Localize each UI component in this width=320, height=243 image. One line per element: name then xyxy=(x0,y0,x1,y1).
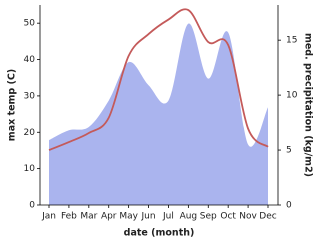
line xyxy=(48,8,269,151)
y2-tick-label: 0 xyxy=(286,201,292,211)
y-tick-label: 50 xyxy=(24,19,36,29)
y2-tick-label: 10 xyxy=(286,91,298,101)
y-tick-label: 20 xyxy=(24,128,36,138)
area xyxy=(49,23,268,205)
x-tick-label: Jul xyxy=(162,212,174,222)
y-axis-label: max temp (C) xyxy=(7,69,18,141)
x-tick-label: May xyxy=(119,212,138,222)
y-tick-label: 0 xyxy=(29,201,35,211)
y-tick-label: 40 xyxy=(24,55,36,65)
y2-tick-label: 5 xyxy=(286,146,292,156)
x-axis-label: date (month) xyxy=(124,228,195,239)
x-tick-label: Jun xyxy=(141,212,156,222)
x-tick-label: Mar xyxy=(80,212,97,222)
x-tick-label: Jan xyxy=(41,212,56,222)
x-tick-label: Feb xyxy=(61,212,77,222)
y2-axis-label: med. precipitation (kg/m2) xyxy=(303,33,314,177)
y-tick-label: 10 xyxy=(24,164,36,174)
y2-tick-label: 15 xyxy=(286,36,297,46)
x-tick-label: Oct xyxy=(220,212,236,222)
y-tick-label: 30 xyxy=(24,91,36,101)
x-tick-label: Nov xyxy=(239,212,257,222)
x-tick-label: Apr xyxy=(101,212,117,222)
x-tick-label: Aug xyxy=(180,212,198,222)
x-tick-label: Sep xyxy=(200,212,217,222)
x-tick-label: Dec xyxy=(259,212,276,222)
